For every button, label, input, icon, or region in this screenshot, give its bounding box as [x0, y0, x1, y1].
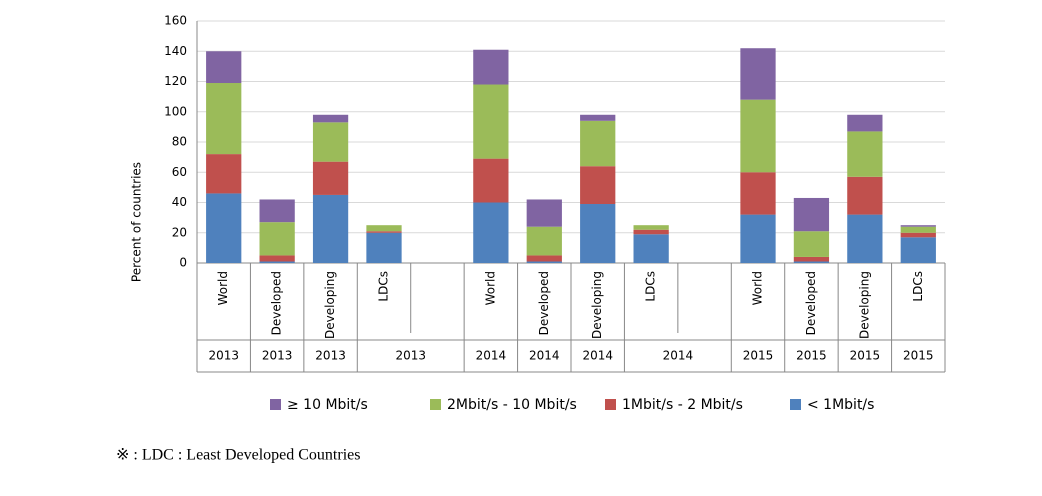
y-tick-label: 160	[164, 14, 187, 28]
x-tick-label: Developing	[323, 271, 337, 339]
bar-segment	[580, 204, 616, 263]
legend-label: 1Mbit/s - 2 Mbit/s	[622, 397, 743, 413]
bar-segment	[793, 256, 830, 262]
bar-segment	[366, 232, 402, 263]
bar-segment	[312, 114, 349, 123]
legend-swatch	[270, 399, 281, 410]
x-tick-label: Developed	[270, 271, 284, 335]
year-label: 2013	[208, 349, 239, 363]
bar-segment	[740, 214, 776, 263]
year-label: 2013	[262, 349, 293, 363]
bar-segment	[847, 131, 883, 177]
x-tick-label: World	[751, 271, 765, 305]
year-label: 2015	[743, 349, 774, 363]
year-label: 2015	[850, 349, 881, 363]
legend-label: 2Mbit/s - 10 Mbit/s	[447, 397, 577, 413]
bar-segment	[259, 222, 295, 256]
bar-segment	[526, 255, 562, 262]
bar-segment	[473, 84, 509, 159]
legend-label: < 1Mbit/s	[807, 397, 874, 413]
bar-segment	[526, 199, 562, 227]
bar-segment	[259, 199, 295, 223]
bar-segment	[900, 237, 936, 263]
bar-segment	[847, 214, 883, 263]
year-label: 2015	[796, 349, 827, 363]
bar-segment	[526, 261, 562, 263]
bar-segment	[206, 83, 242, 155]
year-label: 2013	[395, 349, 426, 363]
bar-segment	[580, 114, 616, 121]
bar-segment	[793, 231, 830, 257]
x-tick-label: Developed	[804, 271, 818, 335]
bar-segment	[793, 261, 830, 263]
bar-segment	[633, 234, 669, 263]
y-tick-label: 0	[179, 256, 187, 270]
x-tick-label: World	[216, 271, 230, 305]
bar-segment	[793, 197, 830, 232]
bar-segment	[847, 114, 883, 132]
legend-swatch	[605, 399, 616, 410]
x-tick-label: LDCs	[644, 271, 658, 302]
legend-swatch	[430, 399, 441, 410]
year-label: 2014	[529, 349, 560, 363]
bar-segment	[312, 122, 349, 162]
bar-segment	[740, 99, 776, 173]
year-label: 2014	[476, 349, 507, 363]
year-label: 2014	[582, 349, 613, 363]
bar-segment	[847, 176, 883, 215]
y-tick-label: 100	[164, 104, 187, 118]
bar-segment	[312, 161, 349, 195]
y-axis-title: Percent of countries	[130, 162, 144, 282]
x-tick-label: LDCs	[377, 271, 391, 302]
bar-segment	[366, 231, 402, 233]
bar-segment	[473, 202, 509, 263]
bar-segment	[366, 225, 402, 232]
bar-segment	[259, 261, 295, 263]
x-tick-label: Developed	[537, 271, 551, 335]
year-label: 2013	[315, 349, 346, 363]
legend-label: ≥ 10 Mbit/s	[287, 397, 368, 413]
bar-segment	[206, 51, 242, 84]
y-tick-label: 40	[172, 195, 187, 209]
x-tick-label: LDCs	[911, 271, 925, 302]
x-tick-label: Developing	[857, 271, 871, 339]
bar-segment	[900, 232, 936, 238]
bar-segment	[473, 49, 509, 85]
y-tick-label: 80	[172, 135, 187, 149]
bar-segment	[633, 225, 669, 230]
bar-segment	[580, 166, 616, 205]
bar-segment	[206, 193, 242, 263]
legend-swatch	[790, 399, 801, 410]
bar-segment	[312, 194, 349, 263]
year-label: 2015	[903, 349, 934, 363]
year-label: 2014	[663, 349, 694, 363]
bar-segment	[206, 154, 242, 194]
bar-segment	[633, 229, 669, 235]
footnote: ※ : LDC : Least Developed Countries	[116, 447, 360, 464]
bar-segment	[259, 255, 295, 262]
bar-segment	[900, 225, 936, 227]
bar-segment	[740, 172, 776, 215]
y-tick-label: 60	[172, 165, 187, 179]
y-tick-label: 20	[172, 225, 187, 239]
bar-segment	[473, 158, 509, 203]
y-tick-label: 140	[164, 44, 187, 58]
y-tick-label: 120	[164, 74, 187, 88]
bar-segment	[580, 120, 616, 167]
x-tick-label: World	[483, 271, 497, 305]
bar-segment	[900, 226, 936, 233]
x-tick-label: Developing	[590, 271, 604, 339]
bar-segment	[740, 48, 776, 100]
bar-segment	[526, 226, 562, 256]
